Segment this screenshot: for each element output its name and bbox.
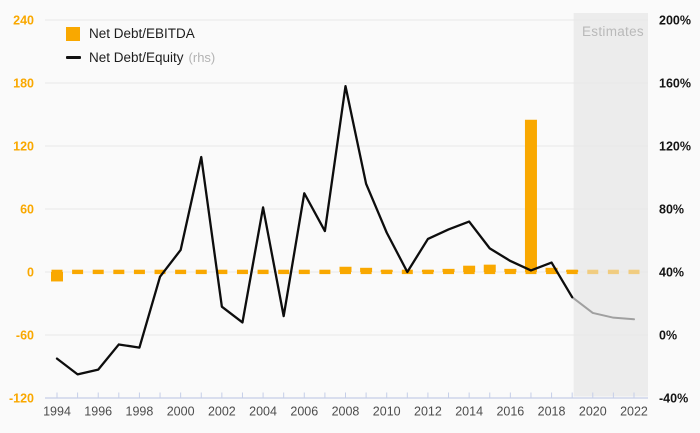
svg-text:-120: -120 (9, 392, 34, 406)
svg-text:2020: 2020 (579, 405, 607, 419)
svg-text:80%: 80% (659, 203, 684, 217)
svg-text:60: 60 (20, 203, 34, 217)
legend: Net Debt/EBITDA Net Debt/Equity (rhs) (66, 25, 215, 73)
svg-text:180: 180 (13, 77, 34, 91)
svg-text:200%: 200% (659, 14, 691, 28)
svg-text:1998: 1998 (126, 405, 154, 419)
svg-text:0%: 0% (659, 329, 677, 343)
legend-label-equity: Net Debt/Equity (89, 50, 184, 65)
line-swatch-icon (66, 56, 81, 59)
legend-item-net-debt-equity: Net Debt/Equity (rhs) (66, 49, 215, 66)
svg-text:2010: 2010 (373, 405, 401, 419)
svg-text:2004: 2004 (249, 405, 277, 419)
svg-text:2000: 2000 (167, 405, 195, 419)
svg-text:120: 120 (13, 140, 34, 154)
estimates-label: Estimates (582, 24, 644, 39)
svg-text:-60: -60 (16, 329, 34, 343)
svg-text:240: 240 (13, 14, 34, 28)
legend-rhs-note: (rhs) (188, 50, 216, 65)
svg-text:2008: 2008 (332, 405, 360, 419)
legend-item-net-debt-ebitda: Net Debt/EBITDA (66, 25, 215, 42)
svg-text:2018: 2018 (538, 405, 566, 419)
svg-text:2014: 2014 (455, 405, 483, 419)
svg-text:1996: 1996 (84, 405, 112, 419)
svg-text:2006: 2006 (290, 405, 318, 419)
svg-text:-40%: -40% (659, 392, 688, 406)
svg-text:160%: 160% (659, 77, 691, 91)
bar-swatch-icon (66, 26, 80, 41)
legend-label-ebitda: Net Debt/EBITDA (89, 26, 195, 41)
svg-text:1994: 1994 (43, 405, 71, 419)
svg-text:2002: 2002 (208, 405, 236, 419)
svg-text:2022: 2022 (620, 405, 648, 419)
svg-text:2016: 2016 (496, 405, 524, 419)
svg-text:120%: 120% (659, 140, 691, 154)
svg-text:40%: 40% (659, 266, 684, 280)
svg-text:0: 0 (27, 266, 34, 280)
svg-text:2012: 2012 (414, 405, 442, 419)
